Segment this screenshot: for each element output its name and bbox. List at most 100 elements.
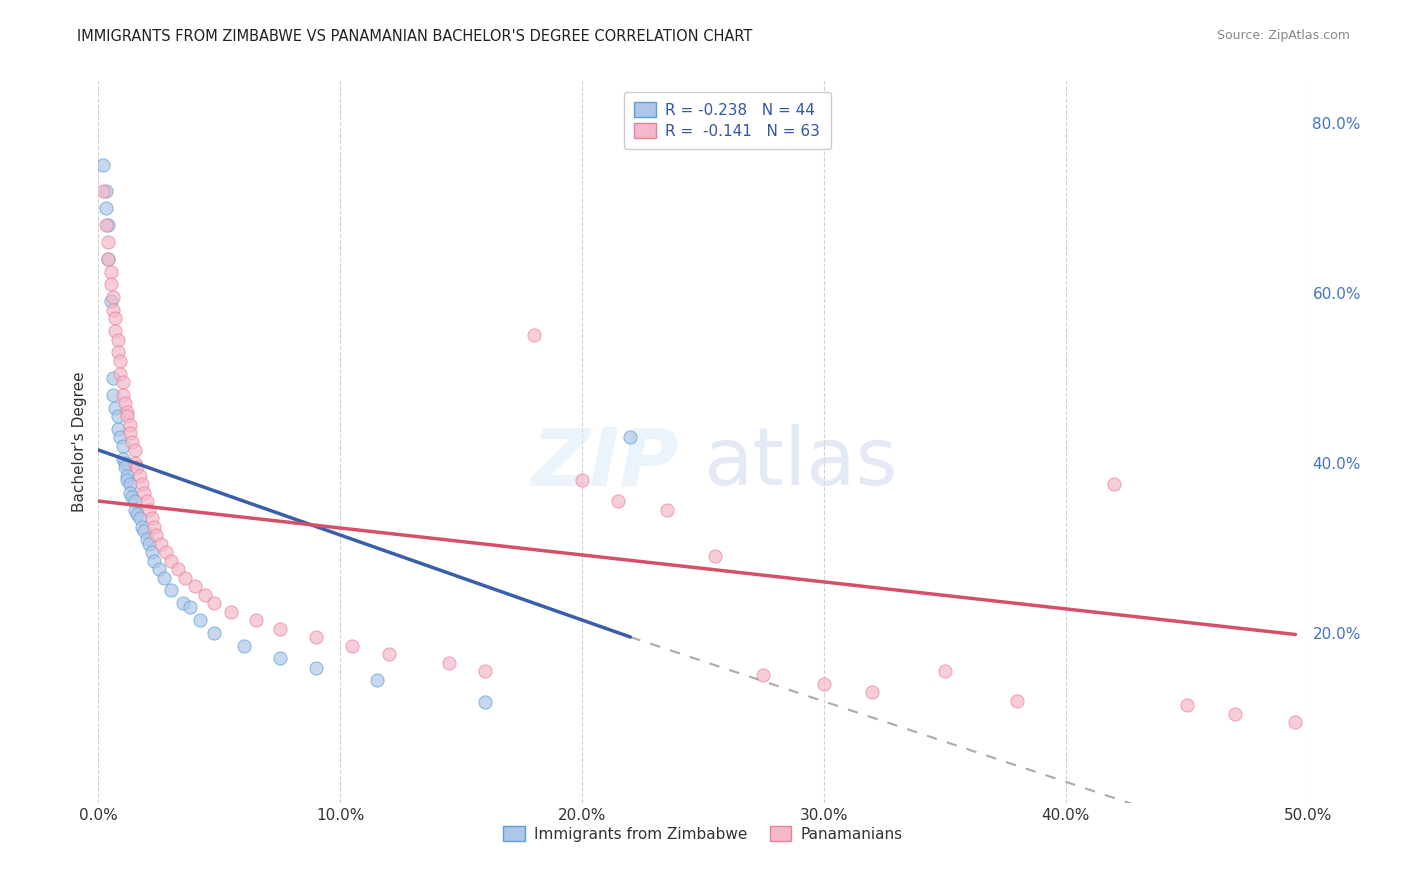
Point [107,409,129,423]
Point [704,549,727,564]
Point [1175,698,1198,712]
Text: IMMIGRANTS FROM ZIMBABWE VS PANAMANIAN BACHELOR'S DEGREE CORRELATION CHART: IMMIGRANTS FROM ZIMBABWE VS PANAMANIAN B… [77,29,752,44]
Point [860,685,883,699]
Point [619,430,641,444]
Point [104,324,127,338]
Point [101,371,124,385]
Point [124,494,146,508]
Point [269,651,291,665]
Point [150,536,173,550]
Point [152,570,174,584]
Point [474,696,496,710]
Point [117,468,139,483]
Text: ZIP: ZIP [531,425,679,502]
Point [117,405,139,419]
Point [148,562,170,576]
Point [117,409,139,423]
Point [135,533,157,547]
Point [117,473,139,487]
Point [121,434,143,449]
Point [143,553,166,567]
Point [1102,477,1125,491]
Point [179,600,201,615]
Y-axis label: Bachelor's Degree: Bachelor's Degree [72,371,87,512]
Point [752,668,775,682]
Point [571,473,593,487]
Point [245,613,267,627]
Point [104,311,127,326]
Point [232,639,254,653]
Point [108,430,131,444]
Point [1007,694,1029,708]
Point [118,425,141,440]
Point [91,184,114,198]
Point [377,647,399,661]
Point [94,218,117,232]
Text: Source: ZipAtlas.com: Source: ZipAtlas.com [1216,29,1350,42]
Point [934,664,956,678]
Point [107,422,129,436]
Point [127,460,149,475]
Point [138,502,160,516]
Point [145,528,167,542]
Point [155,545,177,559]
Point [134,485,156,500]
Point [204,625,226,640]
Point [128,468,150,483]
Point [91,158,114,172]
Point [131,519,153,533]
Point [118,477,141,491]
Point [107,333,129,347]
Point [114,460,136,475]
Point [97,218,120,232]
Point [366,673,388,687]
Point [305,630,328,644]
Point [101,290,124,304]
Point [94,184,117,198]
Point [523,328,546,343]
Point [204,596,226,610]
Point [134,524,156,538]
Point [1284,714,1306,729]
Point [221,605,243,619]
Point [269,622,291,636]
Point [305,661,328,675]
Point [104,401,127,415]
Point [121,490,143,504]
Point [160,583,183,598]
Point [437,656,460,670]
Point [1223,706,1246,721]
Point [107,345,129,359]
Point [97,252,120,266]
Point [101,388,124,402]
Point [127,507,149,521]
Point [342,639,364,653]
Point [118,417,141,432]
Point [607,494,630,508]
Point [188,613,211,627]
Point [108,367,131,381]
Point [141,511,163,525]
Point [167,562,190,576]
Point [111,451,134,466]
Point [111,388,134,402]
Point [101,302,124,317]
Point [114,456,136,470]
Point [100,294,122,309]
Point [813,677,835,691]
Point [124,502,146,516]
Point [160,553,183,567]
Legend: Immigrants from Zimbabwe, Panamanians: Immigrants from Zimbabwe, Panamanians [495,819,911,849]
Point [143,519,166,533]
Point [128,511,150,525]
Point [474,664,496,678]
Point [655,502,678,516]
Point [194,588,217,602]
Point [135,494,157,508]
Point [141,545,163,559]
Point [118,485,141,500]
Point [138,536,160,550]
Point [111,439,134,453]
Text: atlas: atlas [703,425,897,502]
Point [111,375,134,389]
